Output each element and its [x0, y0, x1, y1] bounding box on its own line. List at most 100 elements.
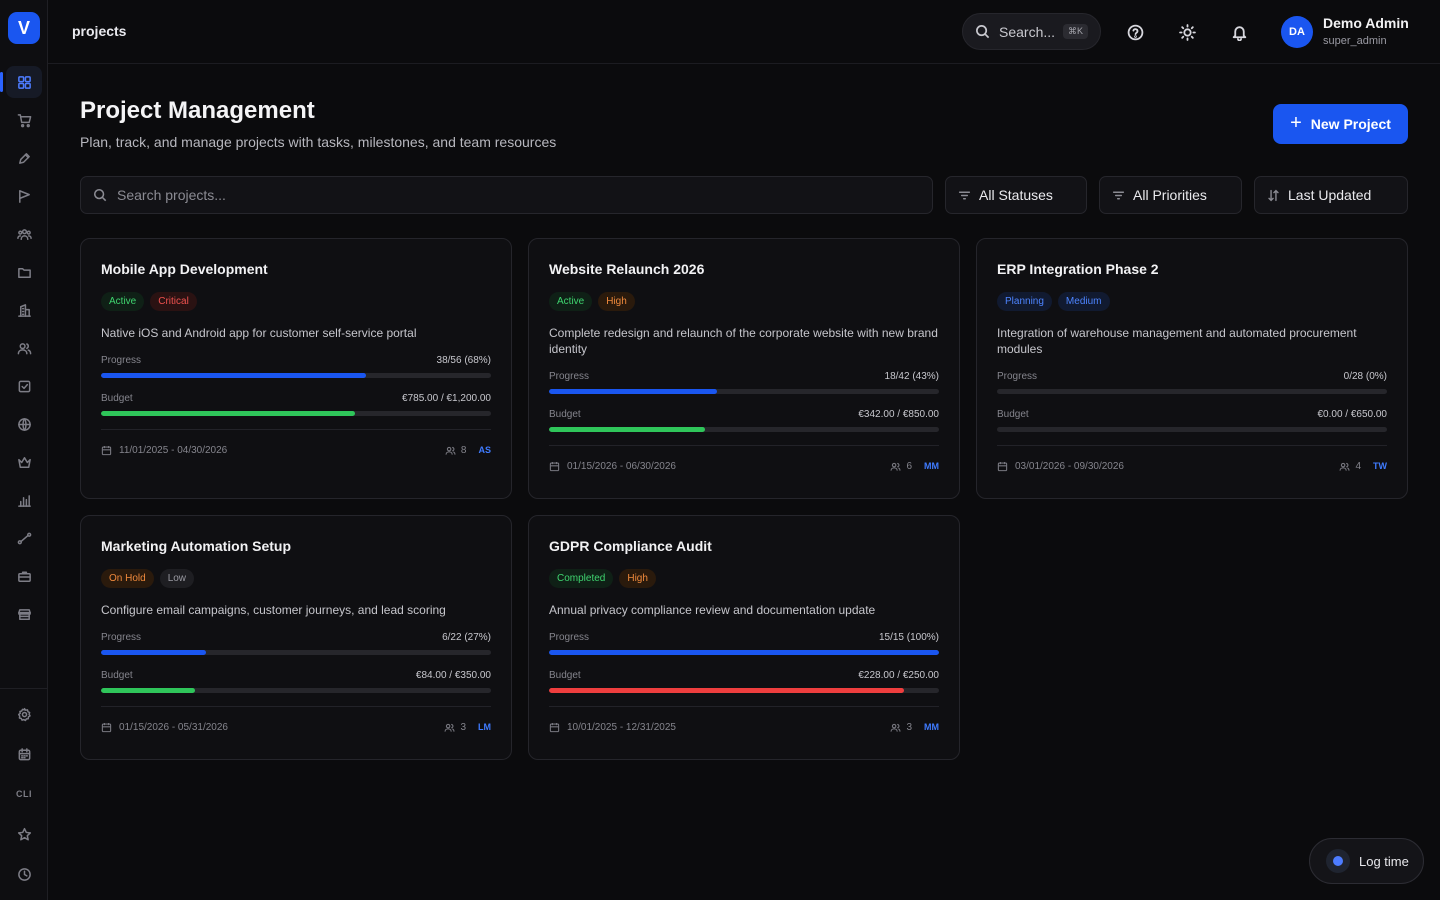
- project-card[interactable]: Website Relaunch 2026 Active High Comple…: [528, 238, 960, 499]
- checkbox-icon: [18, 380, 30, 392]
- sidebar-item-cli[interactable]: CLI: [16, 789, 32, 799]
- budget-label: Budget: [549, 409, 581, 420]
- owner-initials[interactable]: MM: [924, 461, 939, 471]
- theme-toggle-button[interactable]: [1177, 22, 1197, 42]
- budget-bar-fill: [101, 411, 355, 416]
- sidebar-item-reports[interactable]: [6, 484, 42, 516]
- priority-badge: Low: [159, 569, 195, 588]
- notifications-button[interactable]: [1229, 22, 1249, 42]
- sidebar-item-files[interactable]: [6, 256, 42, 288]
- sidebar-item-premium[interactable]: [6, 446, 42, 478]
- sidebar-item-store[interactable]: [6, 598, 42, 630]
- owner-initials[interactable]: TW: [1373, 461, 1387, 471]
- budget-bar-fill: [101, 688, 195, 693]
- budget-label: Budget: [101, 670, 133, 681]
- project-title[interactable]: ERP Integration Phase 2: [997, 261, 1159, 277]
- folder-icon: [17, 267, 31, 278]
- member-count: 4: [1355, 460, 1361, 472]
- new-project-label: New Project: [1310, 116, 1391, 132]
- sidebar-item-crm[interactable]: [6, 218, 42, 250]
- new-project-button[interactable]: + New Project: [1273, 104, 1408, 144]
- project-badges: Planning Medium: [997, 292, 1110, 311]
- sort-select[interactable]: Last Updated: [1254, 176, 1408, 214]
- member-count: 8: [460, 444, 467, 456]
- help-button[interactable]: [1125, 22, 1145, 42]
- priority-badge: High: [598, 292, 635, 311]
- route-icon: [17, 532, 31, 544]
- search-icon: [976, 25, 990, 39]
- sidebar-item-web[interactable]: [6, 408, 42, 440]
- sidebar-item-tasks[interactable]: [6, 370, 42, 402]
- user-avatar[interactable]: DA: [1281, 16, 1313, 48]
- sidebar-item-shop[interactable]: [6, 104, 42, 136]
- card-footer: 01/15/2026 - 05/31/2026 3 LM: [101, 720, 491, 734]
- user-role: super_admin: [1323, 35, 1387, 47]
- progress-value: 38/56 (68%): [436, 355, 491, 366]
- progress-label: Progress: [549, 371, 590, 382]
- sidebar-item-campaigns[interactable]: [6, 180, 42, 212]
- progress-bar-fill: [101, 650, 207, 655]
- sidebar-divider: [0, 688, 47, 689]
- status-filter[interactable]: All Statuses: [945, 176, 1087, 214]
- project-card[interactable]: Mobile App Development Active Critical N…: [80, 238, 512, 499]
- log-time-label: Log time: [1359, 853, 1409, 869]
- settings-icon: [17, 707, 31, 721]
- project-dates: 01/15/2026 - 06/30/2026: [567, 460, 676, 472]
- progress-label: Progress: [101, 355, 142, 366]
- owner-initials[interactable]: AS: [478, 445, 491, 455]
- budget-bar: [101, 411, 491, 416]
- calendar-icon: [101, 722, 112, 732]
- budget-value: €228.00 / €250.00: [858, 670, 939, 681]
- store-icon: [17, 608, 31, 620]
- priority-badge: Medium: [1057, 292, 1110, 311]
- sidebar-item-content[interactable]: [6, 142, 42, 174]
- project-title[interactable]: Marketing Automation Setup: [101, 538, 292, 554]
- project-dates: 01/15/2026 - 05/31/2026: [119, 721, 228, 733]
- card-footer: 11/01/2025 - 04/30/2026 8 AS: [101, 443, 491, 457]
- user-name[interactable]: Demo Admin: [1323, 15, 1409, 31]
- owner-initials[interactable]: LM: [478, 722, 491, 732]
- budget-bar: [549, 427, 939, 432]
- status-badge: Active: [549, 292, 593, 311]
- status-badge: Planning: [997, 292, 1052, 311]
- breadcrumb[interactable]: projects: [72, 23, 127, 39]
- sidebar-item-favorites[interactable]: [6, 818, 42, 850]
- sidebar-item-workflows[interactable]: [6, 522, 42, 554]
- budget-bar: [997, 427, 1387, 432]
- sidebar-item-jobs[interactable]: [6, 560, 42, 592]
- sidebar-item-calendar[interactable]: [6, 738, 42, 770]
- project-badges: On Hold Low: [101, 569, 195, 588]
- sidebar-item-companies[interactable]: [6, 294, 42, 326]
- project-card[interactable]: Marketing Automation Setup On Hold Low C…: [80, 515, 512, 760]
- project-description: Annual privacy compliance review and doc…: [549, 603, 876, 617]
- project-title[interactable]: Mobile App Development: [101, 261, 268, 277]
- sidebar-item-settings[interactable]: [6, 698, 42, 730]
- sidebar-item-users[interactable]: [6, 332, 42, 364]
- global-search-button[interactable]: Search... ⌘K: [962, 13, 1101, 50]
- progress-value: 6/22 (27%): [442, 632, 491, 643]
- project-title[interactable]: Website Relaunch 2026: [549, 261, 705, 277]
- owner-initials[interactable]: MM: [924, 722, 939, 732]
- grid-icon: [17, 75, 31, 89]
- project-card[interactable]: ERP Integration Phase 2 Planning Medium …: [976, 238, 1408, 499]
- sidebar-item-dashboard[interactable]: [0, 66, 42, 98]
- card-footer: 03/01/2026 - 09/30/2026 4 TW: [997, 459, 1387, 473]
- log-time-button[interactable]: Log time: [1309, 838, 1424, 884]
- members-icon: [890, 723, 901, 732]
- project-card[interactable]: GDPR Compliance Audit Completed High Ann…: [528, 515, 960, 760]
- member-count: 3: [906, 721, 912, 733]
- sun-icon: [1178, 23, 1196, 41]
- app-logo[interactable]: V: [8, 12, 40, 44]
- budget-value: €0.00 / €650.00: [1317, 409, 1387, 420]
- status-filter-label: All Statuses: [979, 187, 1053, 203]
- sidebar-item-history[interactable]: [6, 858, 42, 890]
- project-badges: Completed High: [549, 569, 656, 588]
- budget-bar: [549, 688, 939, 693]
- project-dates: 10/01/2025 - 12/31/2025: [567, 721, 676, 733]
- project-search-input[interactable]: [117, 187, 897, 203]
- status-badge: Completed: [549, 569, 614, 588]
- project-title[interactable]: GDPR Compliance Audit: [549, 538, 712, 554]
- priority-filter[interactable]: All Priorities: [1099, 176, 1242, 214]
- budget-value: €84.00 / €350.00: [415, 670, 491, 681]
- filter-icon: [958, 191, 971, 199]
